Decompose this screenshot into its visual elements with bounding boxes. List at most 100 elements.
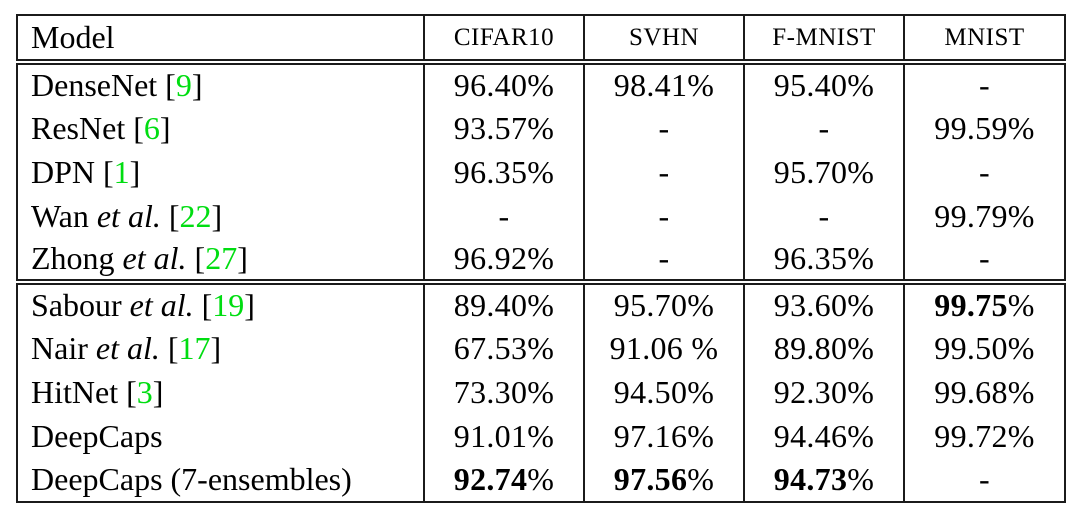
value-cell: 94.73% bbox=[744, 458, 905, 502]
citation-bracket-close: ] bbox=[152, 373, 164, 410]
model-name: HitNet bbox=[31, 373, 119, 410]
citation-link[interactable]: 27 bbox=[205, 240, 238, 276]
citation-bracket-close: ] bbox=[237, 240, 248, 276]
value-text: 99.72% bbox=[934, 417, 1035, 454]
model-name: DeepCaps bbox=[31, 417, 163, 454]
column-header-svhn: SVHN bbox=[584, 15, 745, 65]
citation-bracket-close: ] bbox=[244, 287, 255, 323]
value-cell: - bbox=[904, 458, 1065, 502]
value-text: % bbox=[687, 461, 715, 497]
column-header-fmnist: F-MNIST bbox=[744, 15, 905, 65]
citation-bracket-open: [ bbox=[201, 287, 213, 323]
model-cell: Wan et al. [22] bbox=[17, 194, 425, 238]
citation-bracket-open: [ bbox=[126, 373, 137, 410]
value-bold: 92.74 bbox=[453, 461, 528, 497]
citation-link[interactable]: 3 bbox=[136, 373, 153, 410]
model-name: Zhong bbox=[31, 240, 115, 276]
table-group: DenseNet [9] 96.40% 98.41% 95.40% - ResNet [6… bbox=[17, 62, 1065, 282]
value-cell: 96.35% bbox=[424, 150, 585, 194]
citation-link[interactable]: 17 bbox=[178, 329, 211, 366]
value-cell: 96.35% bbox=[744, 238, 905, 282]
model-cell: Zhong et al. [27] bbox=[17, 238, 425, 282]
citation-bracket-open: [ bbox=[168, 197, 180, 234]
model-name: DPN bbox=[31, 153, 96, 190]
value-text: 96.35% bbox=[453, 153, 555, 190]
value-text: - bbox=[818, 109, 830, 146]
value-cell: 91.01% bbox=[424, 414, 585, 458]
value-cell: 99.50% bbox=[904, 326, 1065, 370]
citation-bracket-close: ] bbox=[191, 67, 203, 103]
model-cell: ResNet [6] bbox=[17, 106, 425, 150]
value-cell: 73.30% bbox=[424, 370, 585, 414]
value-cell: - bbox=[584, 194, 745, 238]
value-cell: 92.30% bbox=[744, 370, 905, 414]
model-cell: HitNet [3] bbox=[17, 370, 425, 414]
value-cell: - bbox=[744, 106, 905, 150]
model-name: DeepCaps (7-ensembles) bbox=[31, 461, 352, 497]
value-text: - bbox=[979, 461, 990, 497]
column-header-mnist: MNIST bbox=[904, 15, 1065, 65]
value-text: 95.70% bbox=[613, 287, 715, 323]
citation-link[interactable]: 6 bbox=[143, 109, 160, 146]
value-text: 91.06 % bbox=[609, 329, 719, 366]
model-cell: Sabour et al. [19] bbox=[17, 279, 425, 326]
value-text: - bbox=[658, 109, 670, 146]
value-text: 89.80% bbox=[773, 329, 875, 366]
value-cell: 89.80% bbox=[744, 326, 905, 370]
model-name: Nair bbox=[31, 329, 88, 366]
value-cell: 97.56% bbox=[584, 458, 745, 502]
model-cell: DPN [1] bbox=[17, 150, 425, 194]
value-text: - bbox=[658, 240, 670, 276]
table-row: DPN [1] 96.35% - 95.70% - bbox=[17, 150, 1065, 194]
model-name: DenseNet bbox=[31, 67, 158, 103]
value-cell: - bbox=[424, 194, 585, 238]
table-row: DeepCaps 91.01% 97.16% 94.46% 99.72% bbox=[17, 414, 1065, 458]
value-cell: 93.57% bbox=[424, 106, 585, 150]
value-cell: 99.79% bbox=[904, 194, 1065, 238]
citation-link[interactable]: 22 bbox=[179, 197, 212, 234]
model-cell: DenseNet [9] bbox=[17, 62, 425, 106]
value-bold: 97.56 bbox=[613, 461, 688, 497]
value-cell: 99.59% bbox=[904, 106, 1065, 150]
citation-bracket-open: [ bbox=[194, 240, 206, 276]
value-bold: 99.75 bbox=[934, 287, 1008, 323]
value-cell: 99.72% bbox=[904, 414, 1065, 458]
value-text: - bbox=[498, 197, 510, 234]
results-table-container: Model CIFAR10 SVHN F-MNIST MNIST DenseNe… bbox=[16, 14, 1066, 503]
value-text: 99.59% bbox=[934, 109, 1035, 146]
table-row: HitNet [3] 73.30% 94.50% 92.30% 99.68% bbox=[17, 370, 1065, 414]
model-name: Wan bbox=[31, 197, 89, 234]
table-row: Zhong et al. [27] 96.92% - 96.35% - bbox=[17, 238, 1065, 282]
value-text: 67.53% bbox=[453, 329, 555, 366]
value-text: 99.50% bbox=[934, 329, 1035, 366]
value-cell: 97.16% bbox=[584, 414, 745, 458]
value-text: 93.57% bbox=[453, 109, 555, 146]
citation-bracket-close: ] bbox=[211, 197, 223, 234]
table-row: DeepCaps (7-ensembles) 92.74% 97.56% 94.73%… bbox=[17, 458, 1065, 502]
table-group: Sabour et al. [19] 89.40% 95.70% 93.60% 99.7… bbox=[17, 279, 1065, 502]
value-text: 96.92% bbox=[453, 240, 555, 276]
value-text: % bbox=[847, 461, 875, 497]
model-cell: DeepCaps bbox=[17, 414, 425, 458]
value-cell: - bbox=[584, 238, 745, 282]
value-cell: - bbox=[904, 150, 1065, 194]
citation-bracket-close: ] bbox=[159, 109, 171, 146]
citation-link[interactable]: 1 bbox=[113, 153, 130, 190]
value-cell: 93.60% bbox=[744, 279, 905, 326]
value-cell: 98.41% bbox=[584, 62, 745, 106]
value-text: 91.01% bbox=[453, 417, 555, 454]
citation-bracket-open: [ bbox=[103, 153, 114, 190]
citation-bracket-open: [ bbox=[165, 67, 176, 103]
citation-link[interactable]: 9 bbox=[175, 67, 192, 103]
etal-label: et al. bbox=[129, 287, 194, 323]
table-row: ResNet [6] 93.57% - - 99.59% bbox=[17, 106, 1065, 150]
etal-label: et al. bbox=[96, 197, 161, 234]
value-text: 96.35% bbox=[773, 240, 875, 276]
table-row: Sabour et al. [19] 89.40% 95.70% 93.60% 99.7… bbox=[17, 279, 1065, 326]
citation-link[interactable]: 19 bbox=[212, 287, 245, 323]
value-text: 93.60% bbox=[773, 287, 875, 323]
value-text: % bbox=[1007, 287, 1035, 323]
value-cell: - bbox=[584, 106, 745, 150]
value-text: - bbox=[658, 153, 670, 190]
column-header-cifar10: CIFAR10 bbox=[424, 15, 585, 65]
